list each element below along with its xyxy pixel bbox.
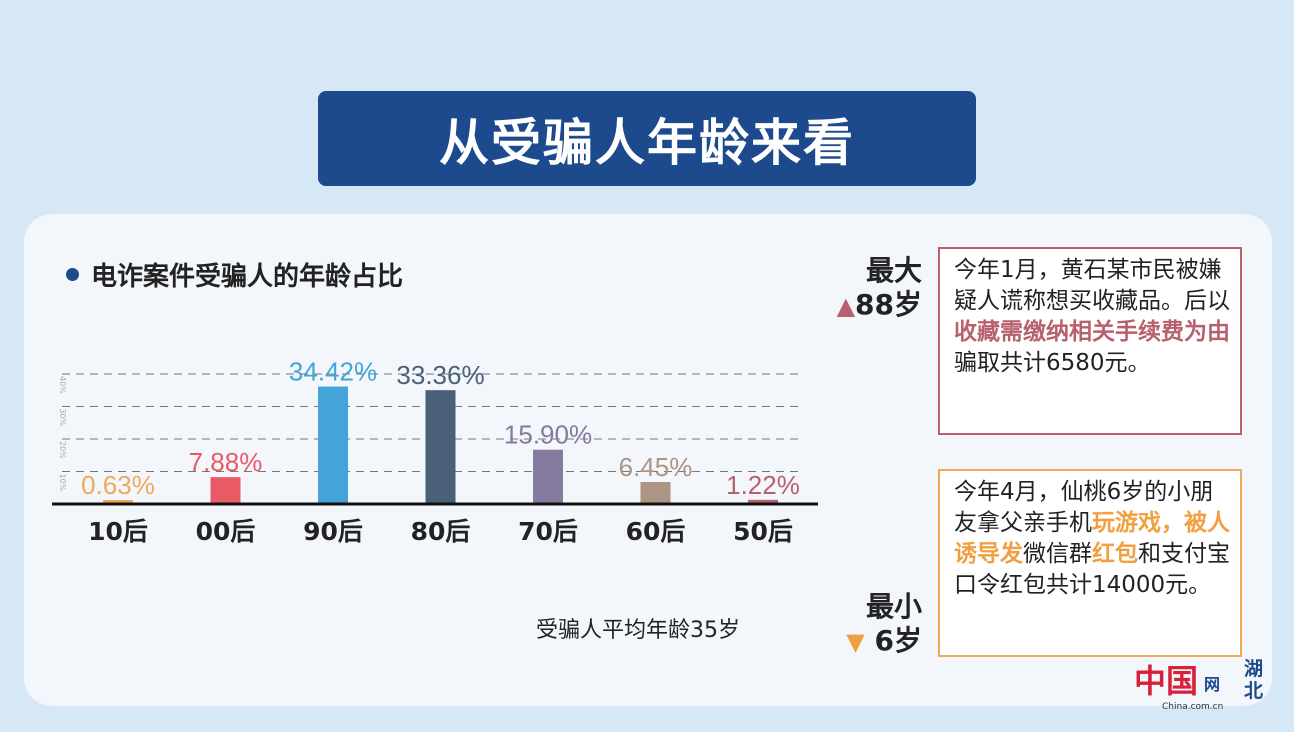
max-age: 最大 ▲88岁: [816, 254, 922, 323]
bar: [425, 390, 456, 504]
china-com-cn-logo: 中国 网 China.com.cn: [1132, 664, 1232, 720]
region-label: 湖北: [1244, 658, 1264, 702]
data-label: 15.90%: [504, 420, 592, 450]
bar: [533, 449, 563, 504]
up-arrow-icon: ▲: [836, 292, 856, 320]
y-tick-label: 30%: [58, 409, 67, 427]
case2-text-end: 和支付宝口令红包共计14000元。: [954, 541, 1230, 598]
case1-text: 今年1月，黄石某市民被嫌疑人谎称想买收藏品。后以: [954, 257, 1230, 314]
chart-title: 电诈案件受骗人的年龄占比: [66, 256, 403, 293]
logo-wang: 网: [1204, 675, 1221, 694]
bar: [318, 386, 348, 504]
x-tick-label: 00后: [196, 517, 256, 546]
down-arrow-icon: ▼: [846, 628, 865, 656]
case2-highlight: 玩游戏，被人诱导发: [954, 510, 1230, 567]
logo-sub: China.com.cn: [1162, 702, 1224, 712]
x-tick-label: 70后: [518, 517, 578, 546]
x-tick-label: 50后: [733, 517, 793, 546]
case-box-1: 今年1月，黄石某市民被嫌疑人谎称想买收藏品。后以收藏需缴纳相关手续费为由骗取共计…: [938, 247, 1242, 435]
min-value: 6岁: [874, 624, 922, 657]
data-label: 33.36%: [396, 360, 484, 390]
bar: [210, 477, 241, 504]
min-age: 最小 ▼ 6岁: [816, 590, 922, 659]
x-tick-label: 10后: [88, 517, 148, 546]
bar: [748, 499, 778, 504]
case1-text-end: 骗取共计6580元。: [954, 350, 1151, 376]
data-label: 1.22%: [726, 470, 800, 500]
case2-text-mid: 微信群: [1023, 541, 1092, 567]
case2-text: 今年4月，仙桃6岁的小朋友拿父亲手机: [954, 479, 1214, 536]
chart-title-text: 电诈案件受骗人的年龄占比: [91, 262, 404, 292]
bar: [103, 500, 133, 504]
x-tick-label: 80后: [411, 517, 471, 546]
min-label: 最小: [865, 590, 922, 623]
case1-highlight: 收藏需缴纳相关手续费为由: [954, 319, 1230, 345]
x-tick-label: 90后: [303, 517, 363, 546]
data-label: 6.45%: [619, 452, 693, 482]
x-tick-label: 60后: [626, 517, 686, 546]
case2-highlight-2: 红包: [1092, 541, 1138, 567]
average-age: 受骗人平均年龄35岁: [536, 618, 740, 643]
data-label: 34.42%: [289, 357, 377, 387]
bullet-icon: [66, 268, 79, 281]
max-label: 最大: [865, 254, 922, 287]
bar-chart: 10% 20% 30% 40% 0.63% 10后 7.88% 00后 34.42% 90后 33.…: [52, 357, 818, 546]
y-tick-label: 20%: [58, 441, 67, 459]
data-label: 7.88%: [189, 447, 263, 477]
data-label: 0.63%: [81, 470, 155, 500]
max-value: 88岁: [855, 288, 922, 321]
y-tick-label: 10%: [58, 474, 67, 492]
case-box-2: 今年4月，仙桃6岁的小朋友拿父亲手机玩游戏，被人诱导发微信群红包和支付宝口令红包…: [938, 469, 1242, 657]
page-title: 从受骗人年龄来看: [318, 91, 976, 186]
y-tick-label: 40%: [58, 376, 67, 394]
bar: [640, 481, 671, 504]
logo-text: 中国: [1134, 662, 1199, 700]
